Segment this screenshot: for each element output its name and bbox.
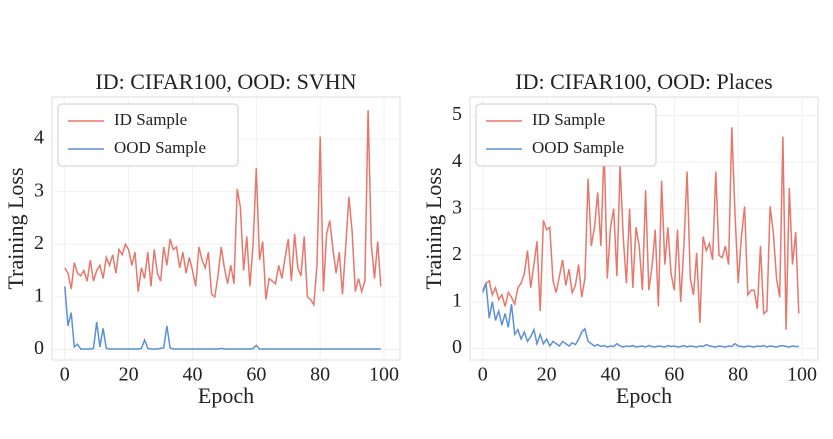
y-tick-label: 1 (452, 289, 462, 311)
x-tick-label: 0 (478, 364, 488, 386)
x-tick-label: 60 (246, 364, 266, 386)
x-tick-label: 60 (664, 364, 684, 386)
legend-label: OOD Sample (114, 138, 206, 157)
data-line (64, 110, 382, 308)
x-tick-label: 80 (310, 364, 330, 386)
x-tick-label: 40 (182, 364, 202, 386)
y-tick-label: 3 (34, 179, 44, 201)
y-tick-label: 2 (452, 243, 462, 265)
y-tick-label: 4 (34, 127, 44, 149)
y-tick-label: 0 (34, 337, 44, 359)
y-axis-label: Training Loss (421, 167, 446, 289)
x-tick-label: 20 (119, 364, 139, 386)
legend-box (57, 103, 239, 167)
y-tick-label: 1 (34, 284, 44, 306)
y-axis-label: Training Loss (3, 167, 28, 289)
chart-title: ID: CIFAR100, OOD: Places (515, 69, 772, 94)
x-axis-label: Epoch (616, 383, 672, 408)
x-tick-label: 0 (60, 364, 70, 386)
chart-title: ID: CIFAR100, OOD: SVHN (95, 69, 356, 94)
y-tick-label: 3 (452, 196, 462, 218)
x-tick-label: 20 (537, 364, 557, 386)
x-tick-label: 100 (369, 364, 399, 386)
x-tick-label: 80 (728, 364, 748, 386)
data-line (482, 127, 800, 330)
legend-label: ID Sample (114, 110, 187, 129)
x-axis-label: Epoch (198, 383, 254, 408)
data-line (64, 286, 381, 350)
y-tick-label: 0 (452, 336, 462, 358)
y-tick-label: 5 (452, 103, 462, 125)
x-tick-label: 100 (787, 364, 817, 386)
y-tick-label: 4 (452, 150, 462, 172)
legend-label: OOD Sample (532, 138, 624, 157)
x-tick-label: 40 (600, 364, 620, 386)
y-tick-label: 2 (34, 232, 44, 254)
data-line (482, 282, 799, 348)
legend-box (475, 103, 657, 167)
legend-label: ID Sample (532, 110, 605, 129)
